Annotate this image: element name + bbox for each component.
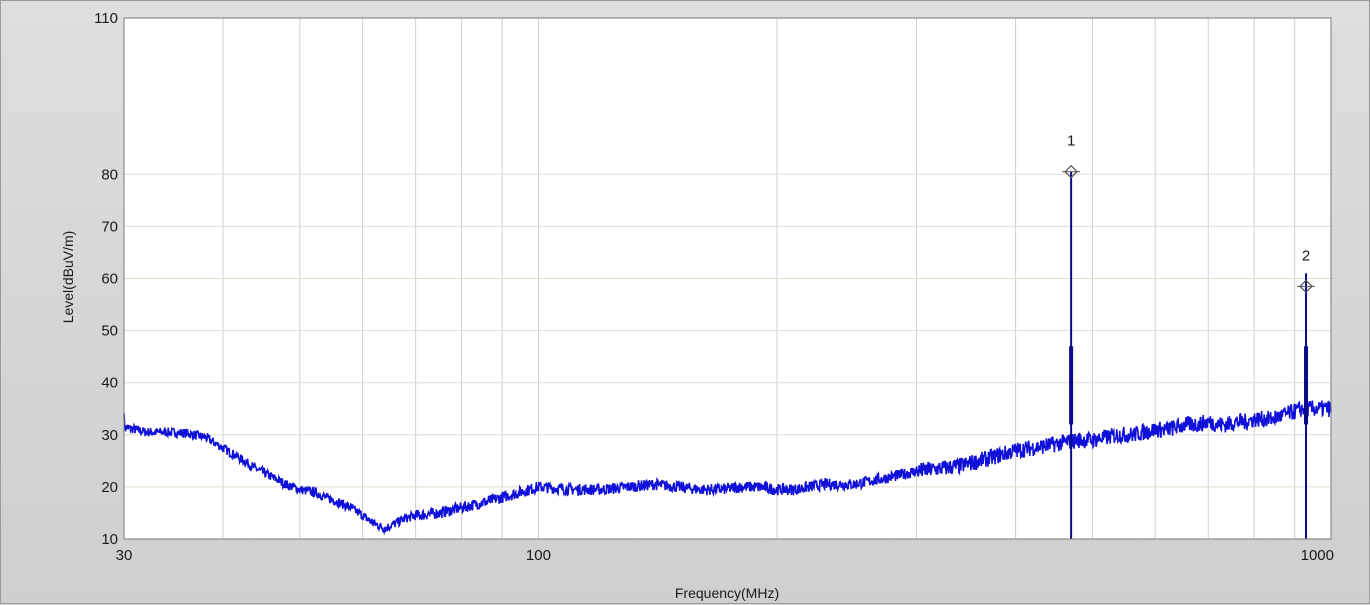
y-tick-label: 10 [101, 531, 118, 548]
y-tick-label: 50 [101, 323, 118, 340]
y-tick-label: 20 [101, 479, 118, 496]
spike-layer [1069, 171, 1309, 539]
marker-1-label: 1 [1067, 133, 1075, 150]
y-tick-label: 40 [101, 375, 118, 392]
x-tick-label: 100 [526, 547, 551, 564]
marker-1-symbol [1064, 164, 1078, 179]
x-tick-label: 30 [116, 547, 133, 564]
y-axis-title: Level(dBuV/m) [60, 231, 76, 324]
y-tick-label: 70 [101, 218, 118, 235]
series-line [123, 400, 1332, 536]
y-tick-label: 80 [101, 166, 118, 183]
y-tick-label: 30 [101, 427, 118, 444]
x-tick-label: 1000 [1301, 547, 1334, 564]
axes: 10 20 30 40 50 60 70 80 110 30 100 1000 [94, 10, 1334, 564]
series-layer [123, 400, 1332, 536]
y-tick-label: 110 [94, 10, 118, 27]
plot-border [123, 17, 1332, 540]
marker-layer: 12 [1062, 133, 1316, 294]
marker-2-symbol [1299, 279, 1313, 294]
y-tick-label: 60 [101, 271, 118, 288]
x-axis-title: Frequency(MHz) [675, 585, 779, 601]
marker-2-label: 2 [1302, 247, 1310, 264]
